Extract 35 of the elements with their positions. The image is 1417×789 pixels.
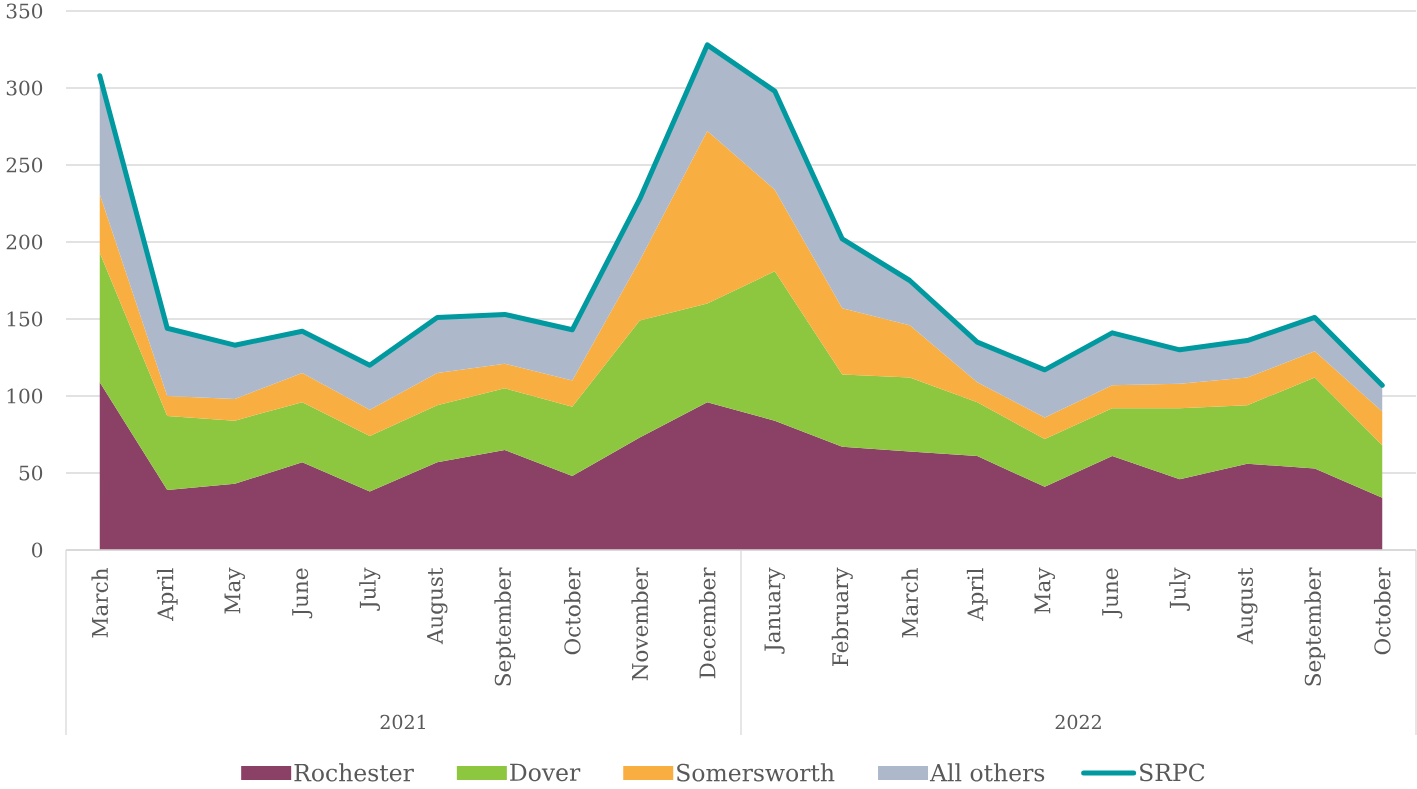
x-tick-label: December xyxy=(698,567,716,679)
x-tick-label: June xyxy=(292,568,313,619)
x-tick-label: May xyxy=(1034,567,1055,614)
text: 2021 xyxy=(380,714,425,730)
x-tick-label: October xyxy=(563,567,581,655)
legend-label: Dover xyxy=(510,763,581,782)
x-tick-label: September xyxy=(494,567,516,686)
text: 2022 xyxy=(1055,714,1101,730)
x-tick-label: September xyxy=(1304,567,1326,686)
y-tick-label: 150 xyxy=(7,311,43,327)
x-tick-label: May xyxy=(224,567,245,614)
y-tick-label: 350 xyxy=(6,3,43,19)
x-tick-label: June xyxy=(1102,568,1123,619)
y-tick-label: 300 xyxy=(6,80,43,96)
x-tick-label: July xyxy=(1169,567,1191,611)
y-tick-label: 100 xyxy=(7,388,43,404)
x-tick-label: August xyxy=(427,567,448,645)
legend-label: SRPC xyxy=(1140,763,1205,782)
legend-label: Rochester xyxy=(294,763,414,782)
x-tick-label: August xyxy=(1237,567,1258,645)
x-tick-label: March xyxy=(91,568,109,638)
x-tick-label: April xyxy=(156,568,178,621)
y-tick-label: 250 xyxy=(6,157,43,173)
x-tick-label: April xyxy=(966,568,988,621)
x-tick-label: October xyxy=(1373,567,1391,655)
x-tick-label: February xyxy=(831,567,853,666)
x-tick-label: July xyxy=(359,567,381,611)
x-tick-label: November xyxy=(631,567,649,681)
x-tick-label: March xyxy=(901,568,919,638)
y-tick-label: 50 xyxy=(19,465,43,481)
legend-label: All others xyxy=(929,763,1045,782)
x-tick-label: January xyxy=(764,567,785,654)
legend-label: Somersworth xyxy=(677,763,835,782)
y-tick-label: 200 xyxy=(6,234,43,250)
y-tick-label: 0 xyxy=(32,542,43,558)
